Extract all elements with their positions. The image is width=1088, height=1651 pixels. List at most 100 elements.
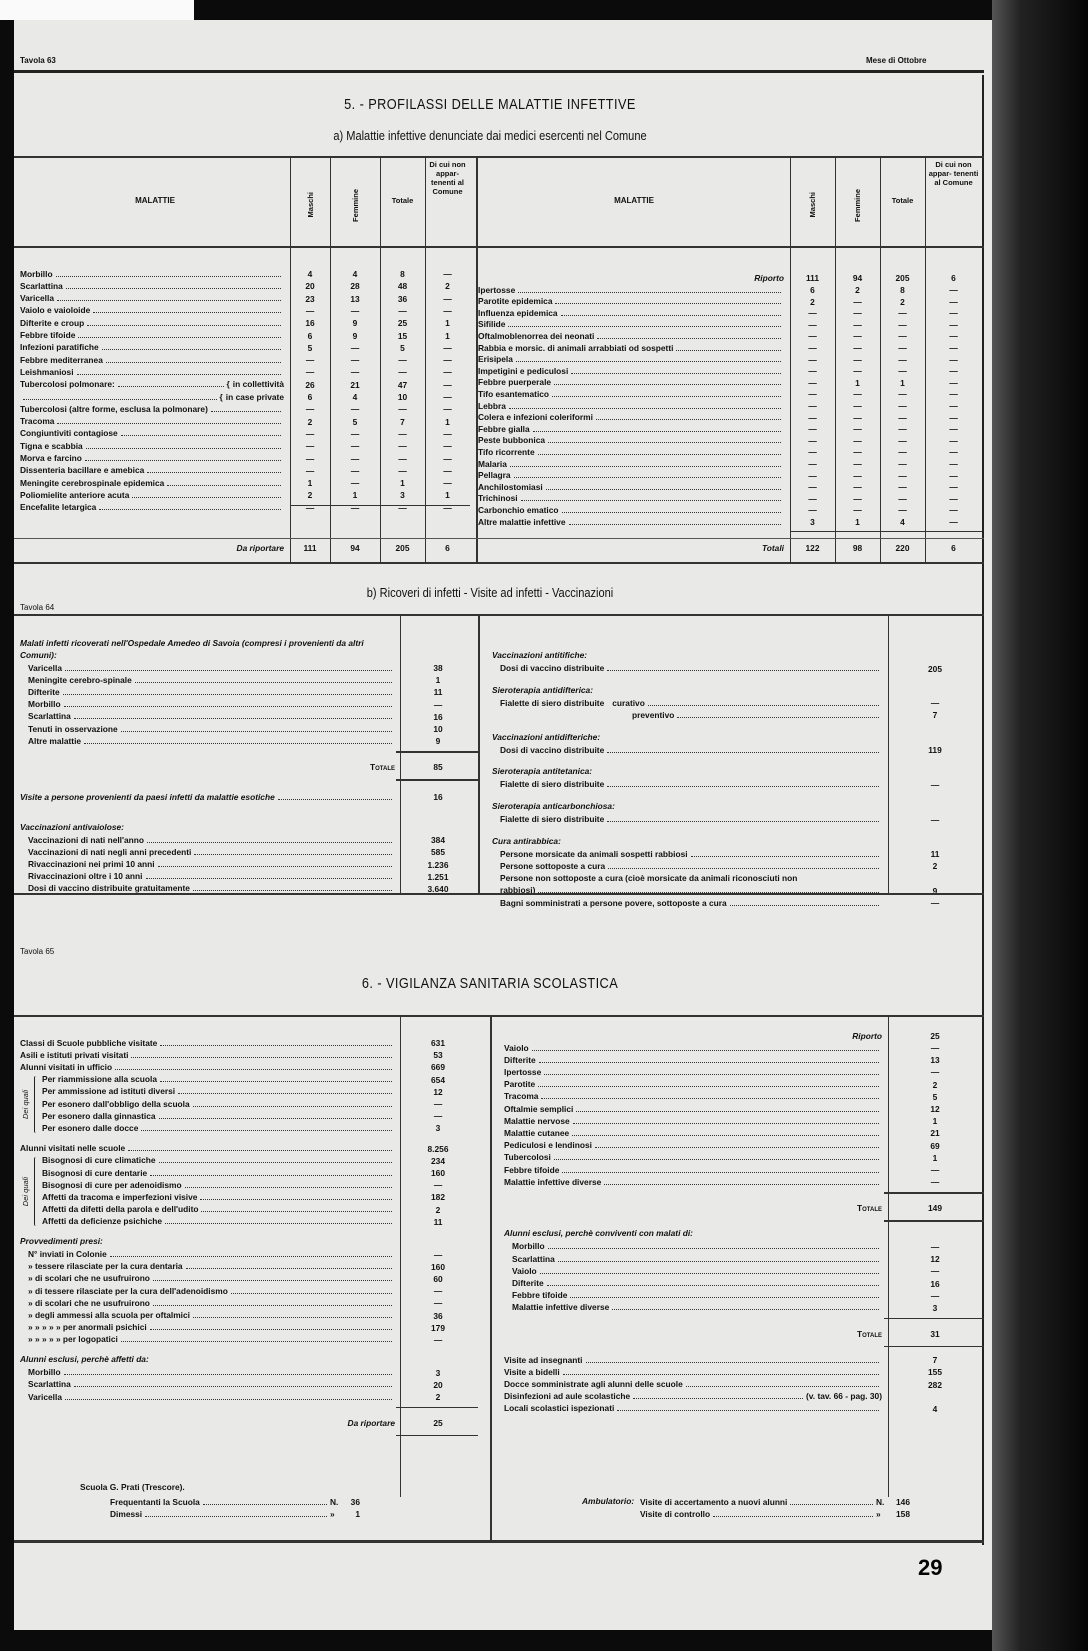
cell-value: 25: [397, 318, 408, 329]
cell-value: —: [443, 404, 452, 415]
disease-label: Ipertosse: [478, 284, 516, 295]
section6-title: 6. - VIGILANZA SANITARIA SCOLASTICA: [361, 975, 619, 992]
disease-label: Sifilide: [478, 319, 506, 330]
row-label: » tessere rilasciate per la cura dentari…: [28, 1261, 183, 1272]
cell-value: —: [350, 502, 360, 513]
disease-label: Erisipela: [478, 354, 513, 365]
row-value: —: [930, 779, 940, 790]
row-value: 2: [932, 1079, 938, 1090]
row-value: 10: [433, 724, 443, 734]
cell-value: 1: [445, 330, 450, 341]
table-row: Impetigini e pediculosi: [478, 365, 784, 377]
cell-value: —: [949, 401, 958, 411]
brace-icon: {: [226, 379, 230, 390]
dot-leader: [568, 523, 781, 525]
cell-value: —: [398, 355, 407, 366]
total-value: 149: [928, 1203, 942, 1214]
column-header-non-residenti-text: Di cui non appar- tenenti al Comune: [429, 160, 466, 196]
dot-leader: [690, 855, 879, 857]
row-label: Scarlattina: [28, 1379, 71, 1390]
column-divider: [880, 158, 882, 562]
dot-leader: [65, 669, 392, 671]
column-divider: [400, 1017, 402, 1497]
list-row: Affetti da difetti della parola e dell'u…: [42, 1204, 395, 1216]
clinic-row: Visite di controllo » 158: [640, 1508, 910, 1520]
row-value: 3.640: [427, 883, 449, 894]
disease-label: Colera e infezioni coleriformi: [478, 412, 593, 423]
dot-leader: [192, 890, 392, 892]
row-label: Dosi di vaccino distribuite: [500, 663, 605, 674]
brace-line: [34, 1075, 38, 1133]
row-value: —: [930, 1266, 940, 1277]
cell-value: 7: [400, 416, 405, 427]
dot-leader: [55, 275, 281, 277]
total-top-rule: [790, 531, 982, 533]
row-value: 146: [896, 1496, 910, 1507]
dot-leader: [713, 1515, 873, 1517]
list-row: Varicella: [28, 662, 395, 674]
column-divider: [380, 158, 382, 562]
row-value: —: [930, 1165, 940, 1175]
list-row: Asili e istituti privati visitati: [20, 1049, 395, 1061]
list-row: » » » » » per anormali psichici: [28, 1322, 395, 1334]
dot-leader: [555, 303, 781, 305]
cell-value: —: [808, 331, 817, 342]
dot-leader: [685, 1386, 879, 1388]
row-label: Fialette di siero distribuite: [500, 779, 605, 790]
table-row: Oftalmoblenorrea dei neonati: [478, 330, 784, 342]
row-value: —: [433, 699, 443, 710]
dot-leader: [78, 337, 281, 339]
dot-leader: [201, 1211, 392, 1213]
sub-label: in case private: [225, 391, 284, 402]
cell-value: —: [853, 459, 862, 469]
list-row: Altre malattie: [28, 735, 395, 747]
cell-value: —: [949, 343, 958, 353]
total-rule: [884, 1220, 984, 1222]
row-value: 38: [433, 663, 443, 673]
list-row: Per esonero dalle docce: [42, 1122, 395, 1134]
dot-leader: [585, 1361, 879, 1363]
row-label: » di scolari che ne usufruirono: [28, 1297, 150, 1308]
row-value: 21: [930, 1128, 940, 1139]
row-label: » » » » » per anormali psichici: [28, 1322, 147, 1333]
cell-value: 10: [397, 392, 408, 402]
disease-label: Tifo ricorrente: [478, 446, 535, 457]
dot-leader: [607, 751, 879, 753]
cell-value: —: [808, 377, 817, 388]
dot-leader: [158, 1117, 392, 1119]
dot-leader: [612, 1309, 879, 1311]
table-row: Tubercolosi (altre forme, esclusa la pol…: [20, 403, 284, 415]
rule: [14, 1015, 984, 1017]
cell-value: —: [808, 435, 817, 446]
cell-value: —: [898, 401, 907, 411]
column-header-femmine: Femmine: [835, 170, 880, 240]
disease-label: Morva e farcino: [20, 453, 82, 464]
row-label: Per esonero dalle docce: [42, 1122, 139, 1133]
row-value: 36: [350, 1496, 360, 1507]
list-row: » » » » » per logopatici: [28, 1334, 395, 1346]
disease-label: Impetigini e pediculosi: [478, 365, 569, 376]
row-label: Dimessi: [110, 1508, 143, 1519]
dot-leader: [76, 373, 281, 375]
cell-value: —: [808, 447, 817, 458]
cell-value: —: [949, 366, 958, 377]
row-value: —: [433, 1249, 443, 1260]
carry-label: Riporto: [852, 1030, 882, 1041]
cell-value: —: [305, 465, 315, 476]
total-row: Da riportare: [20, 542, 284, 554]
dot-leader: [101, 349, 281, 351]
cell-value: 36: [397, 293, 408, 304]
column-header-femmine: Femmine: [330, 170, 380, 240]
dot-leader: [515, 361, 781, 363]
cell-value: —: [949, 354, 958, 365]
cell-value: —: [350, 355, 360, 366]
cell-value: —: [808, 412, 817, 423]
row-label: Bisognosi di cure dentarie: [42, 1167, 148, 1178]
disease-label: Tigna e scabbia: [20, 440, 83, 451]
disease-label: Parotite epidemica: [478, 296, 553, 307]
column-header-maschi: Maschi: [790, 170, 835, 240]
list-row: Morbillo: [512, 1241, 882, 1253]
list-row: Visite a persone provenienti da paesi in…: [20, 791, 395, 803]
row-label: Malattie cutanee: [504, 1127, 570, 1138]
row-label: Tenuti in osservazione: [28, 723, 118, 734]
